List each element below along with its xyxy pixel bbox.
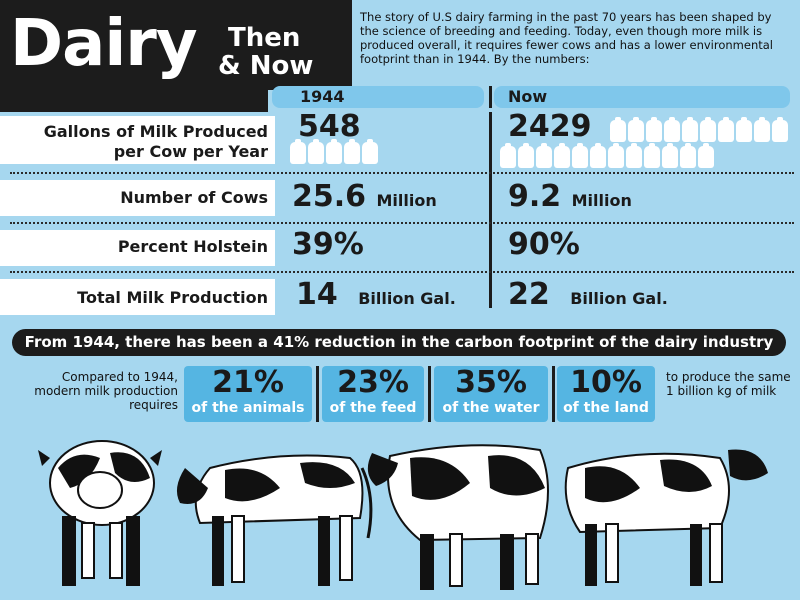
row-divider [10, 271, 794, 273]
stat-percent: 21% [212, 365, 284, 400]
holstein-now-value: 90% [508, 227, 580, 262]
column-header-1944: 1944 [272, 86, 484, 108]
cow-illustration [176, 454, 373, 586]
cow-illustration [367, 444, 549, 590]
row-divider [10, 222, 794, 224]
total-1944-number: 14 [296, 277, 338, 312]
title-strip [0, 90, 268, 112]
milk-jug-icon [664, 117, 680, 142]
milk-jug-icon [308, 139, 324, 164]
stat-separator [316, 366, 319, 422]
cow-illustration [564, 449, 768, 586]
stat-text: of the water [442, 400, 540, 416]
total-now-unit: Billion Gal. [570, 289, 668, 308]
cows-1944-value: 25.6 Million [292, 180, 437, 214]
stat-water: 35% of the water [434, 366, 548, 422]
title-block: Dairy Then & Now [0, 0, 352, 90]
page-title: Dairy [10, 7, 198, 81]
cows-illustration [38, 440, 768, 590]
stat-percent: 23% [337, 365, 409, 400]
milk-jug-icon [662, 143, 678, 168]
milk-jug-icon [290, 139, 306, 164]
stat-separator [428, 366, 431, 422]
stat-text: of the feed [329, 400, 417, 416]
stat-separator [552, 366, 555, 422]
milk-jug-icon [698, 143, 714, 168]
stat-percent: 35% [455, 365, 527, 400]
milk-jug-icon [718, 117, 734, 142]
jugs-now-top [610, 117, 788, 142]
gallons-1944-value: 548 [298, 109, 361, 144]
column-divider [489, 112, 492, 308]
column-divider [489, 86, 492, 108]
stat-feed: 23% of the feed [322, 366, 424, 422]
column-header-now: Now [494, 86, 790, 108]
milk-jug-icon [344, 139, 360, 164]
milk-jug-icon [754, 117, 770, 142]
stat-animals: 21% of the animals [184, 366, 312, 422]
milk-jug-icon [700, 117, 716, 142]
milk-jug-icon [772, 117, 788, 142]
stat-percent: 10% [570, 365, 642, 400]
milk-jug-icon [536, 143, 552, 168]
cows-now-number: 9.2 [508, 179, 562, 214]
total-1944-unit: Billion Gal. [358, 289, 456, 308]
milk-jug-icon [518, 143, 534, 168]
milk-jug-icon [608, 143, 624, 168]
title-now: & Now [218, 51, 314, 81]
milk-jug-icon [626, 143, 642, 168]
row-label-line: Gallons of Milk Produced [43, 122, 268, 141]
milk-jug-icon [590, 143, 606, 168]
milk-jug-icon [326, 139, 342, 164]
comparison-lead: Compared to 1944, modern milk production… [34, 370, 178, 412]
milk-jug-icon [628, 117, 644, 142]
comparison-tail: to produce the same 1 billion kg of milk [666, 370, 791, 398]
cow-illustration [38, 440, 162, 586]
gallons-now-value: 2429 [508, 109, 592, 144]
title-then: Then [228, 23, 301, 53]
cows-now-value: 9.2 Million [508, 180, 632, 214]
total-now-value: 22 Billion Gal. [508, 278, 668, 312]
total-1944-value: 14 Billion Gal. [296, 278, 456, 312]
carbon-banner: From 1944, there has been a 41% reductio… [12, 329, 786, 356]
cows-1944-number: 25.6 [292, 179, 367, 214]
cows-now-unit: Million [571, 191, 632, 210]
milk-jug-icon [554, 143, 570, 168]
stat-text: of the land [563, 400, 649, 416]
stat-text: of the animals [191, 400, 305, 416]
row-label-total: Total Milk Production [77, 288, 268, 308]
milk-jug-icon [680, 143, 696, 168]
intro-text: The story of U.S dairy farming in the pa… [360, 10, 773, 66]
milk-jug-icon [610, 117, 626, 142]
row-label-gallons: Gallons of Milk Produced per Cow per Yea… [43, 122, 268, 162]
row-label-holstein: Percent Holstein [117, 237, 268, 257]
total-now-number: 22 [508, 277, 550, 312]
cows-1944-unit: Million [376, 191, 437, 210]
row-divider [10, 172, 794, 174]
milk-jug-icon [362, 139, 378, 164]
jugs-now-bottom [500, 143, 714, 168]
row-label-line: per Cow per Year [113, 142, 268, 161]
row-label-cows: Number of Cows [120, 188, 268, 208]
holstein-1944-value: 39% [292, 227, 364, 262]
jugs-1944 [290, 139, 378, 164]
milk-jug-icon [572, 143, 588, 168]
milk-jug-icon [736, 117, 752, 142]
milk-jug-icon [682, 117, 698, 142]
milk-jug-icon [500, 143, 516, 168]
milk-jug-icon [644, 143, 660, 168]
milk-jug-icon [646, 117, 662, 142]
stat-land: 10% of the land [557, 366, 655, 422]
